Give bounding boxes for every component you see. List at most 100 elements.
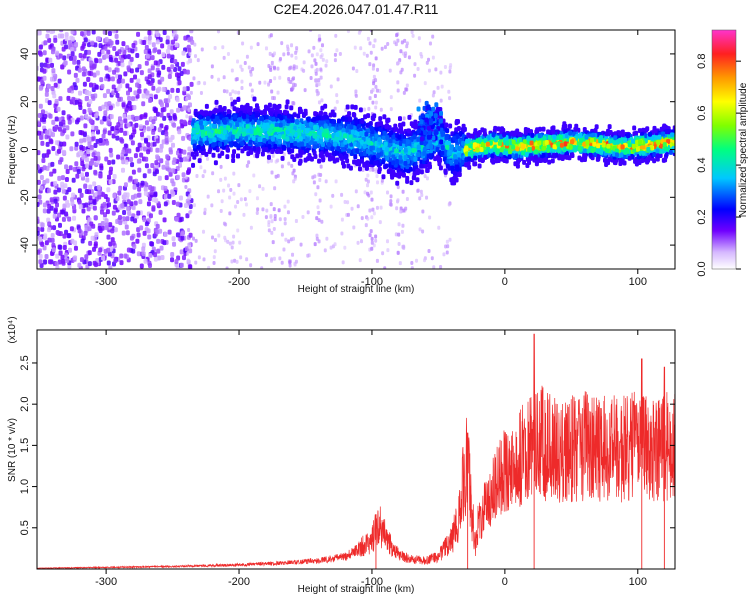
spectrogram-cell <box>60 185 65 191</box>
spectrogram-cell <box>359 130 364 136</box>
spectrogram-cell <box>269 67 273 72</box>
spectrogram-cell <box>87 250 92 256</box>
spectrogram-cell <box>159 123 164 129</box>
spectrogram-cell <box>41 153 46 159</box>
spectrogram-cell <box>99 77 104 83</box>
spectrogram-cell <box>363 190 367 195</box>
spectrogram-cell <box>255 105 260 111</box>
spectrogram-cell <box>161 139 166 145</box>
spectrogram-cell <box>418 227 422 232</box>
spectrogram-cell <box>369 159 374 165</box>
spectrogram-cell <box>290 154 295 160</box>
spectrogram-cell <box>91 223 96 229</box>
spectrogram-cell <box>347 138 352 144</box>
spectrogram-cell <box>422 150 427 156</box>
spectrogram-cell <box>142 173 147 179</box>
spectrogram-cell <box>254 112 259 118</box>
spectrogram-cell <box>105 73 110 79</box>
spectrogram-cell <box>331 150 336 156</box>
spectrogram-cell <box>53 126 58 132</box>
spectrogram-cell <box>449 63 453 68</box>
spectrogram-cell <box>348 116 353 122</box>
spectrogram-cell <box>57 78 62 84</box>
spectrogram-cell <box>313 242 317 247</box>
spectrogram-cell <box>63 252 68 258</box>
spectrogram-cell <box>57 175 62 181</box>
spectrogram-cell <box>47 259 52 265</box>
spectrogram-cell <box>182 119 187 125</box>
spectrogram-cell <box>124 159 129 165</box>
spectrogram-cell <box>305 137 310 143</box>
spectrogram-cell <box>99 163 104 169</box>
spectrogram-cell <box>144 44 149 50</box>
spectrogram-cell <box>267 82 271 87</box>
spectrogram-cell <box>86 76 91 82</box>
spectrogram-cell <box>131 205 136 211</box>
spectrogram-cell <box>378 220 382 225</box>
spectrogram-cell <box>270 149 275 155</box>
spectrogram-cell <box>380 178 384 183</box>
spectrogram-cell <box>104 156 109 162</box>
spectrogram-cell <box>143 186 148 192</box>
spectrogram-cell <box>191 129 196 135</box>
spectrogram-cell <box>385 155 390 161</box>
spectrogram-cell <box>316 205 320 210</box>
spectrogram-cell <box>198 120 203 126</box>
spectrogram-cell <box>320 98 324 103</box>
spectrogram-cell <box>287 239 291 244</box>
spectrogram-cell <box>82 81 87 87</box>
spectrogram-cell <box>340 217 344 222</box>
spectrogram-cell <box>209 133 214 139</box>
spectrogram-cell <box>185 86 190 92</box>
spectrogram-cell <box>445 133 450 139</box>
spectrogram-cell <box>427 164 432 170</box>
spectrogram-cell <box>171 236 176 242</box>
spectrogram-cell <box>220 150 225 156</box>
spectrogram-cell <box>374 78 378 83</box>
spectrogram-cell <box>197 158 202 164</box>
spectrogram-cell <box>47 37 52 43</box>
spectrogram-cell <box>359 151 364 157</box>
spectrogram-cell <box>170 87 175 93</box>
spectrogram-cell <box>175 201 180 207</box>
spectrogram-cell <box>90 160 95 166</box>
spectrogram-cell <box>148 253 153 259</box>
spectrogram-cell <box>264 147 269 153</box>
spectrogram-cell <box>112 173 117 179</box>
spectrogram-cell <box>52 213 57 219</box>
spectrogram-cell <box>249 149 254 155</box>
spectrogram-cell <box>350 129 355 135</box>
spectrogram-cell <box>397 222 401 227</box>
spectrogram-cell <box>111 90 116 96</box>
spectrogram-cell <box>440 123 445 129</box>
spectrogram-cell <box>234 142 239 148</box>
spectrogram-cell <box>155 39 160 45</box>
spectrogram-cell <box>117 190 122 196</box>
spectrogram-cell <box>157 127 162 133</box>
spectrogram-cell <box>78 204 83 210</box>
spectrogram-cell <box>133 200 138 206</box>
spectrogram-cell <box>71 96 76 102</box>
spectrogram-cell <box>255 210 259 215</box>
spectrogram-cell <box>323 248 327 253</box>
spectrogram-cell <box>412 174 417 180</box>
spectrogram-cell <box>116 154 121 160</box>
spectrogram-cell <box>219 107 224 113</box>
spectrogram-cell <box>69 35 74 41</box>
spectrogram-cell <box>370 246 374 251</box>
spectrogram-cell <box>419 163 424 169</box>
spectrogram-cell <box>365 53 369 58</box>
spectrogram-cell <box>106 260 111 266</box>
spectrogram-cell <box>267 63 271 68</box>
spectrogram-cell <box>428 41 432 46</box>
spectrogram-cell <box>286 113 291 119</box>
spectrogram-cell <box>302 68 306 73</box>
spectrogram-cell <box>368 62 372 67</box>
spectrogram-cell <box>170 251 175 257</box>
spectrogram-cell <box>73 245 78 251</box>
spectrogram-cell <box>120 167 125 173</box>
spectrogram-cell <box>131 169 136 175</box>
spectrogram-cell <box>192 143 197 149</box>
